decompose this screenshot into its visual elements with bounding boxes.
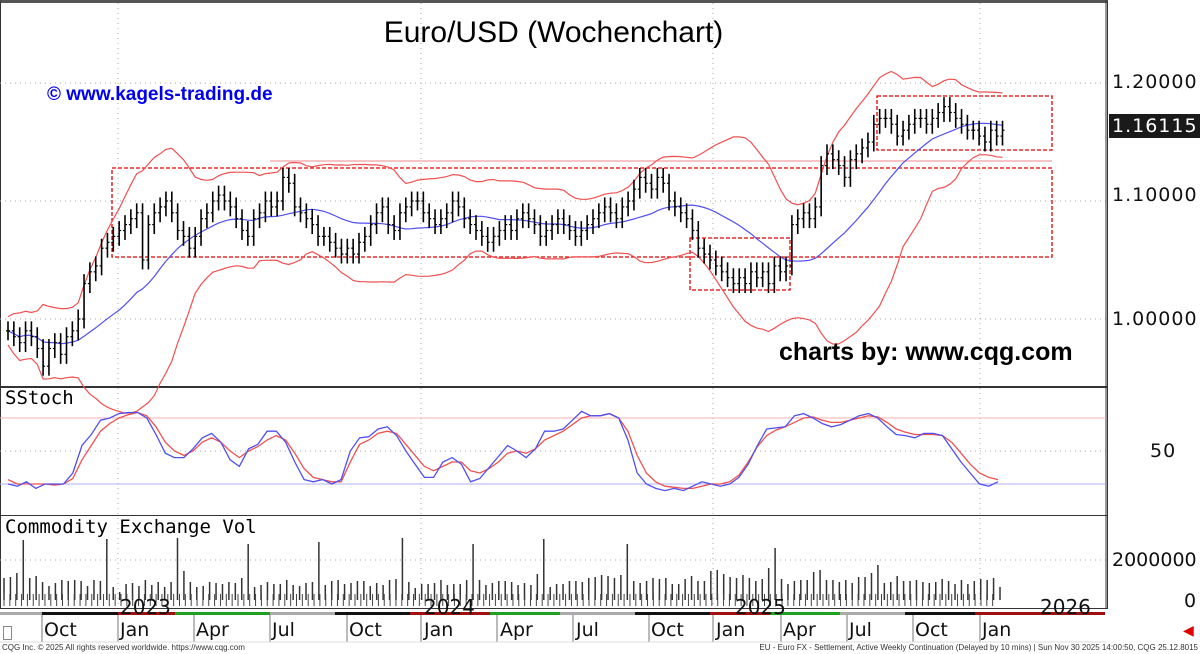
year-label-2023: 2023 [120, 595, 171, 619]
month-label: Jan [120, 619, 150, 641]
scroll-left-checkbox[interactable] [3, 626, 12, 640]
price-label-1-00: 1.00000 [1112, 308, 1198, 330]
year-label-2026: 2026 [1040, 595, 1091, 619]
quarter-strip [905, 612, 975, 615]
price-label-1-20: 1.20000 [1112, 71, 1198, 93]
month-label: Jul [272, 619, 295, 641]
watermark-link: © www.kagels-trading.de [47, 84, 273, 105]
quarter-strip [118, 612, 175, 615]
bollinger-lower-line [7, 154, 1003, 414]
year-label-2024: 2024 [424, 595, 475, 619]
quarter-strip [635, 612, 710, 615]
quarter-strip [490, 612, 560, 615]
last-price-badge: 1.16115 [1109, 114, 1200, 138]
range-box [876, 95, 1053, 151]
chart-title: Euro/USD (Wochenchart) [383, 16, 724, 49]
stoch-d-line [7, 411, 999, 490]
volume-label-2000000: 2000000 [1112, 549, 1197, 571]
month-label: Jul [849, 619, 872, 641]
scroll-right-arrow-icon[interactable]: ◀ [1183, 622, 1194, 638]
quarter-strip [42, 612, 118, 615]
year-label-2025: 2025 [735, 595, 786, 619]
cqg-credit: charts by: www.cqg.com [779, 338, 1073, 366]
month-label: Oct [915, 619, 948, 641]
quarter-strip [175, 612, 270, 615]
quarter-strip [975, 612, 1105, 615]
month-label: Jan [716, 619, 746, 641]
range-box [111, 167, 1053, 258]
month-label: Jan [982, 619, 1012, 641]
quarter-strip [270, 612, 335, 615]
month-label: Apr [196, 619, 229, 641]
month-label: Apr [783, 619, 816, 641]
stoch-label-50: 50 [1150, 440, 1177, 462]
price-label-1-10: 1.10000 [1112, 184, 1198, 206]
volume-panel-title: Commodity Exchange Vol [5, 516, 257, 538]
month-label: Oct [44, 619, 77, 641]
volume-panel [0, 515, 1108, 609]
month-label: Jan [424, 619, 454, 641]
month-label: Oct [349, 619, 382, 641]
stoch-k-line [7, 410, 999, 492]
footer-copyright: CQG Inc. © 2025 All rights reserved worl… [2, 643, 245, 652]
quarter-strip [840, 612, 905, 615]
price-panel [0, 0, 1108, 388]
quarter-strip [560, 612, 635, 615]
month-label: Jul [576, 619, 599, 641]
quarter-strip [0, 612, 42, 615]
month-label: Apr [500, 619, 533, 641]
quarter-strip [710, 612, 770, 615]
bollinger-upper-line [7, 70, 1003, 318]
footer-status: EU - Euro FX - Settlement, Active Weekly… [759, 643, 1198, 652]
quarter-strip [410, 612, 490, 615]
quarter-strip [770, 612, 840, 615]
month-label: Oct [651, 619, 684, 641]
volume-label-0: 0 [1184, 590, 1198, 612]
stoch-panel-title: SStoch [5, 387, 74, 409]
quarter-strip [335, 612, 410, 615]
